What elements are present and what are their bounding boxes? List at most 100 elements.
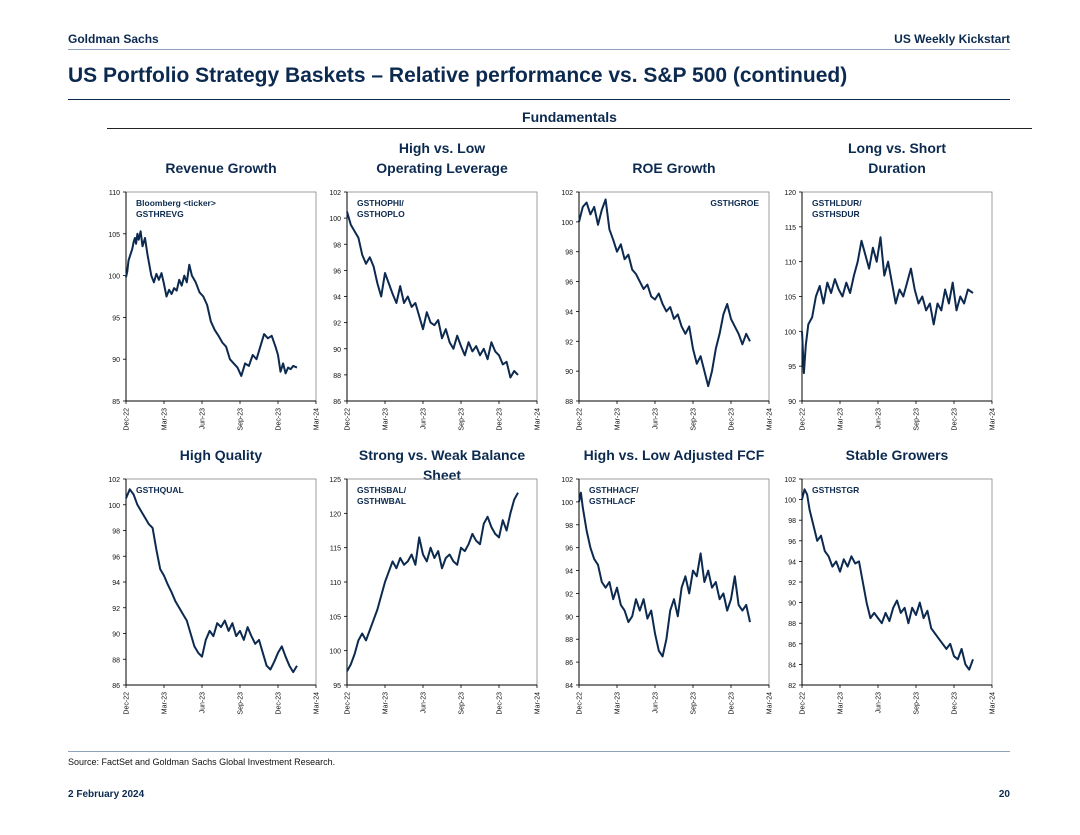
plot-frame <box>578 478 770 686</box>
y-tick-label: 92 <box>565 591 573 598</box>
y-tick-label: 88 <box>333 373 341 380</box>
y-tick-label: 94 <box>565 569 573 576</box>
y-tick-label: 90 <box>112 357 120 364</box>
y-tick-label: 102 <box>329 190 341 197</box>
y-tick-label: 105 <box>329 614 341 621</box>
ticker-label: Bloomberg <ticker> GSTHREVG <box>136 198 216 219</box>
x-tick-label: Mar-23 <box>838 408 845 430</box>
x-tick-label: Dec-22 <box>577 692 584 715</box>
chart-4: 90 95 100 105 110 115 120 Dec-22 Mar-23 Jun-23 Sep… <box>784 190 997 431</box>
chart-title: Long vs. Short Duration <box>848 140 946 176</box>
x-tick-label: Jun-23 <box>876 692 883 714</box>
plot-frame <box>125 478 317 686</box>
x-tick-label: Sep-23 <box>238 692 245 715</box>
y-tick-label: 86 <box>333 399 341 406</box>
x-tick-label: Sep-23 <box>691 692 698 715</box>
y-tick-label: 88 <box>788 621 796 628</box>
x-tick-label: Jun-23 <box>876 408 883 430</box>
series-line <box>346 211 519 379</box>
chart-title: High vs. Low Operating Leverage <box>376 140 508 176</box>
y-tick-label: 98 <box>333 242 341 249</box>
chart-title: High Quality <box>179 447 263 463</box>
x-tick-label: Sep-23 <box>238 408 245 431</box>
header-brand: Goldman Sachs <box>68 32 159 46</box>
x-tick-label: Jun-23 <box>421 692 428 714</box>
x-tick-label: Dec-23 <box>497 692 504 715</box>
chart-title: ROE Growth <box>632 160 716 176</box>
series-line <box>125 230 298 377</box>
title-divider <box>68 99 1010 100</box>
y-tick-label: 110 <box>109 190 120 197</box>
y-tick-label: 90 <box>112 632 120 639</box>
y-tick-label: 100 <box>784 498 796 505</box>
y-tick-label: 96 <box>112 554 120 561</box>
y-tick-label: 90 <box>565 614 573 621</box>
x-tick-label: Mar-23 <box>383 692 390 714</box>
x-tick-label: Mar-24 <box>767 408 774 430</box>
y-tick-label: 96 <box>565 546 573 553</box>
x-tick-label: Jun-23 <box>421 408 428 430</box>
y-tick-label: 88 <box>112 657 120 664</box>
x-tick-label: Dec-23 <box>276 408 283 431</box>
x-tick-label: Mar-24 <box>767 692 774 714</box>
x-tick-label: Jun-23 <box>653 692 660 714</box>
x-tick-label: Mar-24 <box>535 692 542 714</box>
x-tick-label: Mar-23 <box>615 692 622 714</box>
x-tick-label: Dec-22 <box>345 408 352 431</box>
ticker-label: GSTHQUAL <box>136 485 184 495</box>
y-tick-label: 105 <box>108 232 120 239</box>
y-tick-label: 102 <box>784 477 796 484</box>
source-note: Source: FactSet and Goldman Sachs Global… <box>68 757 336 767</box>
series-line <box>801 236 974 375</box>
chart-7: 84 86 88 90 92 94 96 98 100 102 Dec-22 Mar-23 Jun-23… <box>561 477 774 715</box>
x-tick-label: Mar-23 <box>162 408 169 430</box>
x-tick-label: Sep-23 <box>459 692 466 715</box>
series-line <box>578 198 751 388</box>
plot-frame <box>578 191 770 402</box>
x-tick-label: Mar-23 <box>615 408 622 430</box>
chart-title: Stable Growers <box>845 447 949 463</box>
x-tick-label: Sep-23 <box>459 408 466 431</box>
x-tick-label: Dec-23 <box>952 692 959 715</box>
y-tick-label: 86 <box>788 642 796 649</box>
page-title: US Portfolio Strategy Baskets – Relative… <box>68 64 848 87</box>
y-tick-label: 110 <box>785 260 796 267</box>
x-tick-label: Mar-24 <box>314 692 321 714</box>
y-tick-label: 90 <box>333 347 341 354</box>
x-tick-label: Mar-24 <box>990 408 997 430</box>
x-tick-label: Dec-23 <box>276 692 283 715</box>
series-line <box>801 488 974 671</box>
y-tick-label: 105 <box>784 295 796 302</box>
ticker-label: GSTHHACF/GSTHLACF <box>589 485 639 506</box>
y-tick-label: 98 <box>788 518 796 525</box>
y-tick-label: 94 <box>333 295 341 302</box>
ticker-label: GSTHLDUR/GSTHSDUR <box>812 198 862 219</box>
chart-2: 86 88 90 92 94 96 98 100 102 Dec-22 Mar-23 Jun-23 Se… <box>329 190 541 431</box>
y-tick-label: 98 <box>565 523 573 530</box>
y-tick-label: 86 <box>565 660 573 667</box>
y-tick-label: 92 <box>333 321 341 328</box>
y-tick-label: 100 <box>784 329 796 336</box>
x-tick-label: Mar-23 <box>162 692 169 714</box>
y-tick-label: 92 <box>112 606 120 613</box>
y-tick-label: 120 <box>329 511 341 518</box>
y-tick-label: 88 <box>565 637 573 644</box>
x-tick-label: Mar-24 <box>990 692 997 714</box>
chart-8: 82 84 86 88 90 92 94 96 98 100 102 Dec-22 Mar-23 Jun-… <box>784 477 997 715</box>
chart-5: 86 88 90 92 94 96 98 100 102 Dec-22 Mar-23 Jun-23 Se… <box>108 477 321 715</box>
y-tick-label: 94 <box>112 580 120 587</box>
x-tick-label: Jun-23 <box>653 408 660 430</box>
y-tick-label: 98 <box>565 250 573 257</box>
y-tick-label: 94 <box>788 559 796 566</box>
y-tick-label: 88 <box>565 399 573 406</box>
x-tick-label: Jun-23 <box>200 692 207 714</box>
chart-title: High vs. Low Adjusted FCF <box>583 447 765 463</box>
y-tick-label: 100 <box>561 500 573 507</box>
y-tick-label: 120 <box>784 190 796 197</box>
x-tick-label: Dec-23 <box>952 408 959 431</box>
y-tick-label: 96 <box>565 280 573 287</box>
footer-divider <box>68 751 1010 752</box>
y-tick-label: 102 <box>561 190 573 197</box>
y-tick-label: 102 <box>108 477 120 484</box>
y-tick-label: 95 <box>112 315 120 322</box>
